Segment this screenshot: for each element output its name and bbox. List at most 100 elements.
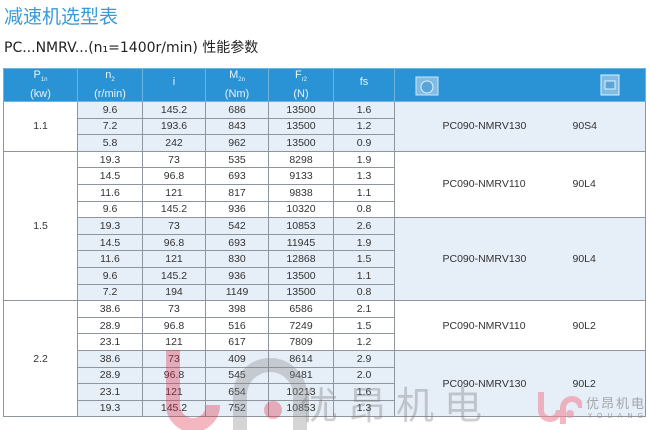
data-cell: 28.9 [77, 316, 143, 335]
motor-model: 90L2 [572, 319, 596, 332]
data-cell: 1.9 [333, 233, 395, 252]
data-cell: 0.8 [333, 283, 395, 302]
data-cell: 1.6 [333, 383, 395, 401]
data-cell: 752 [205, 399, 269, 418]
data-cell: 19.3 [77, 399, 143, 418]
data-cell: 14.5 [77, 167, 143, 185]
data-cell: 1.1 [333, 183, 395, 202]
data-cell: 7.2 [77, 283, 143, 302]
data-cell: 1.3 [333, 399, 395, 418]
data-cell: 1.6 [333, 101, 395, 119]
data-cell: 617 [205, 333, 269, 351]
data-cell: 19.3 [77, 150, 143, 169]
selection-table: P1n (kw) n2 (r/min) i M2n (Nm) Fr2 (N) fs 1.1 9.6 1… [3, 68, 646, 418]
data-cell: 10853 [268, 217, 334, 235]
table-row: 1.1 9.6 145.2 686 13500 1.6 PC090-NMRV130 90S4 [3, 101, 646, 152]
data-cell: 7809 [268, 333, 334, 351]
data-cell: 73 [142, 300, 206, 318]
table-row: 7.2 193.6 843 13500 1.2 [3, 117, 646, 136]
model-cell: PC090-NMRV110 90L2 [394, 300, 646, 351]
data-cell: 13500 [268, 266, 334, 285]
data-cell: 9.6 [77, 101, 143, 119]
column-header: fs [333, 68, 395, 102]
data-cell: 830 [205, 250, 269, 268]
data-cell: 5.8 [77, 134, 143, 152]
data-cell: 0.9 [333, 134, 395, 152]
data-cell: 1.2 [333, 117, 395, 136]
model-cell: PC090-NMRV110 90L4 [394, 150, 646, 219]
data-cell: 73 [142, 349, 206, 368]
data-cell: 121 [142, 183, 206, 202]
data-cell: 962 [205, 134, 269, 152]
data-cell: 542 [205, 217, 269, 235]
gearbox-model: PC090-NMRV110 [442, 178, 526, 191]
column-header: M2n (Nm) [205, 68, 269, 102]
power-cell: 1.1 [3, 101, 78, 152]
data-cell: 1.2 [333, 333, 395, 351]
data-cell: 13500 [268, 134, 334, 152]
data-cell: 13500 [268, 117, 334, 136]
data-cell: 516 [205, 316, 269, 335]
worm-gearbox-icon [415, 76, 439, 96]
data-cell: 23.1 [77, 333, 143, 351]
table-row: 19.3 73 542 10853 2.6 PC090-NMRV130 90L4 [3, 217, 646, 302]
data-cell: 13500 [268, 101, 334, 119]
data-cell: 9838 [268, 183, 334, 202]
data-cell: 10853 [268, 399, 334, 418]
data-cell: 936 [205, 200, 269, 219]
model-cell: PC090-NMRV130 90L4 [394, 217, 646, 302]
data-cell: 11945 [268, 233, 334, 252]
column-header: Fr2 (N) [268, 68, 334, 102]
gearbox-model: PC090-NMRV130 [442, 120, 527, 133]
data-cell: 145.2 [142, 266, 206, 285]
power-cell: 1.5 [3, 150, 78, 302]
gearbox-model: PC090-NMRV110 [442, 319, 526, 332]
table-row: 1.5 19.3 73 535 8298 1.9 PC090-NMRV110 90L4 [3, 150, 646, 302]
data-cell: 96.8 [142, 316, 206, 335]
data-cell: 1.9 [333, 150, 395, 169]
column-header: n2 (r/min) [77, 68, 143, 102]
data-cell: 38.6 [77, 349, 143, 368]
data-cell: 121 [142, 250, 206, 268]
data-cell: 1.1 [333, 266, 395, 285]
data-cell: 121 [142, 333, 206, 351]
model-cell: PC090-NMRV130 90S4 [394, 101, 646, 152]
data-cell: 8298 [268, 150, 334, 169]
data-cell: 96.8 [142, 366, 206, 385]
data-cell: 13500 [268, 283, 334, 302]
column-header: P1n (kw) [3, 68, 78, 102]
data-cell: 686 [205, 101, 269, 119]
motor-model: 90L4 [572, 253, 596, 266]
data-cell: 398 [205, 300, 269, 318]
data-cell: 1149 [205, 283, 269, 302]
data-cell: 9.6 [77, 266, 143, 285]
data-cell: 7.2 [77, 117, 143, 136]
data-cell: 6586 [268, 300, 334, 318]
motor-model: 90S4 [572, 120, 598, 133]
data-cell: 73 [142, 217, 206, 235]
power-cell: 2.2 [3, 300, 78, 418]
data-cell: 693 [205, 233, 269, 252]
data-cell: 73 [142, 150, 206, 169]
data-cell: 545 [205, 366, 269, 385]
data-cell: 121 [142, 383, 206, 401]
data-cell: 23.1 [77, 383, 143, 401]
data-cell: 145.2 [142, 200, 206, 219]
data-cell: 11.6 [77, 250, 143, 268]
data-cell: 14.5 [77, 233, 143, 252]
data-cell: 194 [142, 283, 206, 302]
data-cell: 654 [205, 383, 269, 401]
data-cell: 535 [205, 150, 269, 169]
data-cell: 242 [142, 134, 206, 152]
data-cell: 936 [205, 266, 269, 285]
data-cell: 96.8 [142, 167, 206, 185]
data-cell: 193.6 [142, 117, 206, 136]
data-cell: 11.6 [77, 183, 143, 202]
data-cell: 12868 [268, 250, 334, 268]
data-cell: 9.6 [77, 200, 143, 219]
gearbox-model: PC090-NMRV130 [442, 253, 527, 266]
motor-model: 90L4 [572, 178, 596, 191]
data-cell: 1.5 [333, 316, 395, 335]
table-row: 38.6 73 409 8614 2.9 PC090-NMRV130 90L2 [3, 349, 646, 418]
data-cell: 7249 [268, 316, 334, 335]
